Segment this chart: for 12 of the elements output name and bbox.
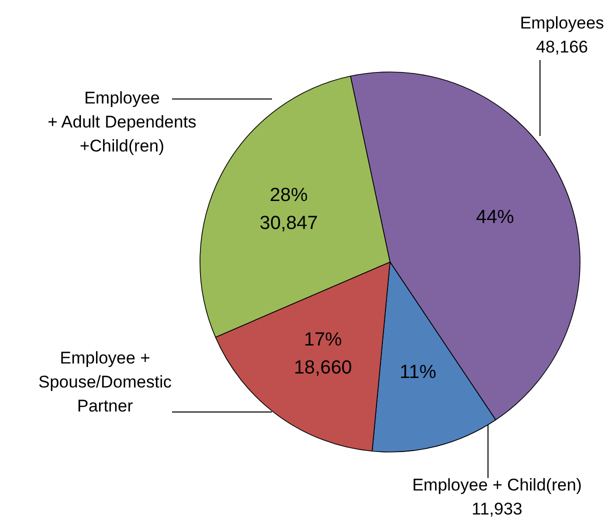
text: 17% [304, 330, 342, 351]
slice-label: Employee + Child(ren) [412, 476, 582, 494]
data-label: 11,933 [472, 500, 522, 518]
text: 28% [270, 185, 308, 206]
data-label: 48,166 [536, 38, 588, 56]
text: 44% [476, 207, 514, 228]
data-label: 18,660 [294, 358, 352, 379]
slice-label: Employee + Spouse/Domestic Partner [38, 348, 172, 416]
text: 11% [400, 362, 436, 384]
slice-label: Employee + Adult Dependents +Child(ren) [48, 88, 196, 156]
slice-label: Employees [520, 14, 604, 32]
data-label: 30,847 [260, 213, 318, 234]
